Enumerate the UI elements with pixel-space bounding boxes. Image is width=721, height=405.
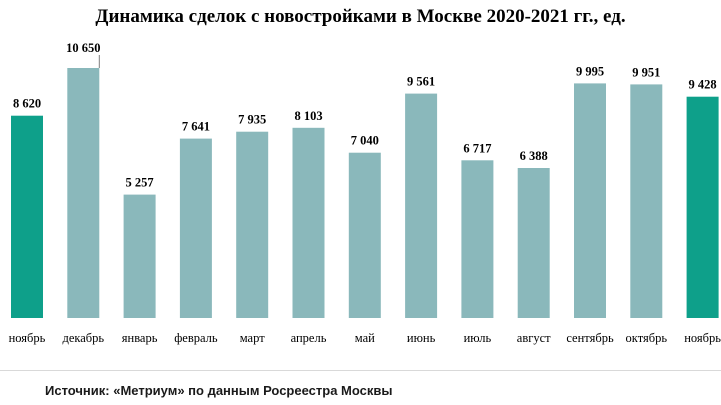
- divider: [0, 370, 721, 371]
- value-label-11: 9 995: [576, 64, 604, 78]
- category-label-2: декабрь: [62, 331, 104, 345]
- category-label-13: ноябрь: [684, 331, 721, 345]
- category-label-1: ноябрь: [9, 331, 46, 345]
- value-label-4: 7 641: [182, 120, 210, 134]
- category-label-10: август: [517, 331, 551, 345]
- bar-1: [11, 115, 43, 318]
- value-label-7: 7 040: [351, 134, 379, 148]
- category-label-5: март: [240, 331, 265, 345]
- category-label-8: июнь: [407, 331, 436, 345]
- category-label-6: апрель: [291, 331, 327, 345]
- bar-6: [292, 127, 325, 318]
- bar-3: [123, 194, 156, 318]
- category-label-9: июль: [464, 331, 492, 345]
- category-label-7: май: [355, 331, 375, 345]
- source-note: Источник: «Метриум» по данным Росреестра…: [45, 383, 393, 398]
- bar-10: [517, 168, 550, 318]
- category-label-3: январь: [122, 331, 158, 345]
- bar-8: [405, 93, 438, 318]
- value-label-2: 10 650: [66, 41, 100, 55]
- chart-title: Динамика сделок с новостройками в Москве…: [95, 6, 626, 27]
- category-label-12: октябрь: [626, 331, 668, 345]
- value-label-10: 6 388: [520, 149, 548, 163]
- bar-2: [67, 68, 100, 318]
- category-label-4: февраль: [174, 331, 218, 345]
- value-label-9: 6 717: [463, 141, 491, 155]
- value-label-8: 9 561: [407, 75, 435, 89]
- value-label-12: 9 951: [632, 65, 660, 79]
- value-label-5: 7 935: [238, 113, 266, 127]
- value-label-6: 8 103: [294, 109, 322, 123]
- bar-12: [630, 84, 663, 319]
- value-label-1: 8 620: [13, 97, 41, 111]
- bar-13: [686, 96, 719, 318]
- bar-4: [179, 138, 212, 318]
- bar-9: [461, 160, 494, 318]
- bar-chart: 8 620 ноябрь 10 650 декабрь 5 257 январь 7 641…: [9, 41, 721, 345]
- value-label-13: 9 428: [689, 78, 717, 92]
- value-label-3: 5 257: [126, 176, 154, 190]
- category-label-11: сентябрь: [566, 331, 614, 345]
- bar-5: [236, 131, 269, 318]
- bar-7: [348, 152, 381, 318]
- bar-11: [574, 83, 606, 319]
